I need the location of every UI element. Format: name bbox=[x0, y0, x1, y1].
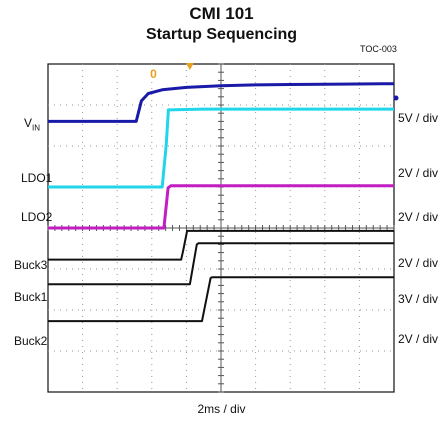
trace-buck3 bbox=[48, 229, 394, 261]
trace-ldo1 bbox=[48, 107, 394, 189]
chart-title: CMI 101 bbox=[189, 4, 254, 23]
channel-label-vin: VIN bbox=[24, 116, 41, 133]
channel-label-ldo2: LDO2 bbox=[21, 210, 53, 224]
figure-id: TOC-003 bbox=[360, 44, 397, 54]
scale-label-ldo1: 2V / div bbox=[398, 166, 439, 180]
channel-label-buck3: Buck3 bbox=[14, 258, 48, 272]
scale-label-buck2: 2V / div bbox=[398, 332, 439, 346]
scale-label-ldo2: 2V / div bbox=[398, 210, 439, 224]
trace-buck2 bbox=[48, 276, 394, 323]
trace-buck1 bbox=[48, 242, 394, 286]
trigger-position-marker: 0 bbox=[150, 67, 157, 81]
channel-label-ldo1: LDO1 bbox=[21, 171, 53, 185]
x-axis-label: 2ms / div bbox=[197, 402, 246, 416]
trigger-top-marker bbox=[185, 63, 194, 70]
channel-label-buck2: Buck2 bbox=[14, 334, 48, 348]
channel-label-buck1: Buck1 bbox=[14, 290, 48, 304]
trace-ldo2 bbox=[48, 184, 394, 230]
channel-marker-vin bbox=[393, 95, 399, 101]
scale-label-buck3: 2V / div bbox=[398, 256, 439, 270]
trace-vin bbox=[48, 82, 395, 123]
scale-label-buck1: 3V / div bbox=[398, 292, 439, 306]
chart-subtitle: Startup Sequencing bbox=[145, 26, 298, 43]
scale-label-vin: 5V / div bbox=[398, 111, 439, 125]
